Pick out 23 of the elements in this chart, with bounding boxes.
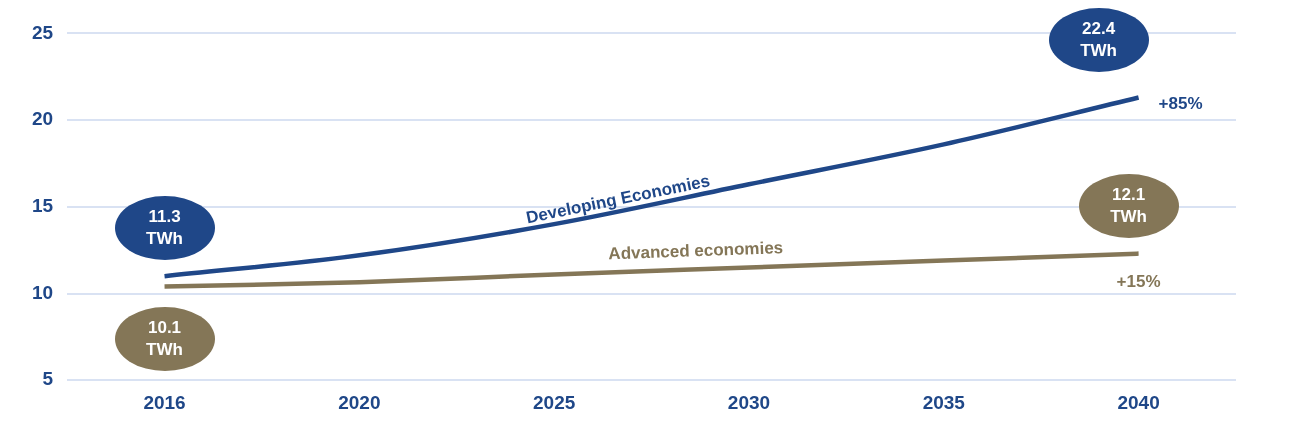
annotation: 22.4 TWh	[1080, 17, 1117, 62]
ellipse-badge: 11.3 TWh	[114, 196, 215, 261]
x-tick-label: 2020	[338, 391, 381, 413]
y-tick-label: 15	[31, 195, 54, 217]
annotation: +85%	[1157, 92, 1204, 115]
x-tick-label: 2040	[1117, 391, 1160, 413]
ellipse-badge: 22.4 TWh	[1048, 7, 1149, 72]
x-tick-label: 2025	[533, 391, 576, 413]
y-tick-label: 10	[31, 281, 54, 303]
text: Developing Economies	[524, 171, 712, 228]
y-tick-label: 20	[31, 108, 54, 130]
annotation: 12.1 TWh	[1110, 183, 1147, 228]
ellipse-badge: 10.1 TWh	[114, 306, 215, 371]
x-tick-label: 2016	[143, 391, 186, 413]
annotation: 10.1 TWh	[146, 316, 183, 361]
annotation: +15%	[1115, 270, 1162, 293]
x-tick-label: 2035	[922, 391, 966, 413]
y-tick-label: 5	[42, 368, 54, 390]
series-label: Advanced economies	[608, 238, 784, 264]
annotation: 11.3 TWh	[146, 206, 183, 251]
ellipse-badge: 12.1 TWh	[1078, 173, 1179, 238]
y-tick-label: 25	[31, 21, 54, 43]
x-tick-label: 2030	[727, 391, 771, 413]
